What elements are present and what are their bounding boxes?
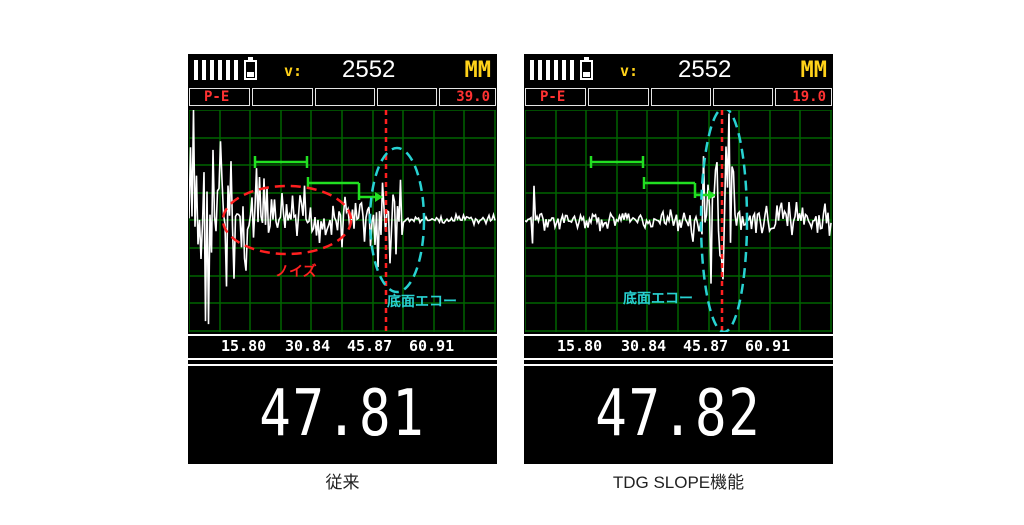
status-cell [651,88,711,106]
depth-axis: 15.80 30.84 45.87 60.91 [524,334,833,360]
battery-icon [194,57,257,80]
thickness-reading: 47.82 [524,364,833,464]
waveform-trace [525,113,832,284]
axis-tick: 15.80 [557,337,603,355]
status-header: v: 2552 MM [524,54,833,86]
echo-label: 底面エコー [623,290,693,307]
status-cell [377,88,437,106]
thickness-value: 47.82 [595,377,762,451]
unit-label: MM [464,58,492,83]
axis-tick: 60.91 [745,337,791,355]
scope-grid [525,110,832,332]
axis-tick: 60.91 [409,337,455,355]
a-scan-display: 底面エコー [525,110,832,332]
caption-tdg-slope: TDG SLOPE機能 [612,473,745,492]
a-scan-display: ノイズ 底面エコー [189,110,496,332]
status-cell [588,88,649,106]
echo-label: 底面エコー [387,293,457,310]
gate-markers [253,156,383,202]
mode-row: P-E 39.0 [188,87,497,108]
velocity-label: v: [620,62,639,80]
mode-label: P-E [189,88,250,106]
axis-tick: 30.84 [621,337,667,355]
axis-tick: 15.80 [221,337,267,355]
waveform-trace [189,110,496,325]
status-cell [252,88,313,106]
noise-label: ノイズ [275,263,317,280]
depth-axis: 15.80 30.84 45.87 60.91 [188,334,497,360]
thickness-value: 47.81 [259,377,426,451]
caption-conventional: 従来 [325,473,360,492]
status-cell [315,88,375,106]
waveform [189,110,496,325]
noise-highlight-ellipse [221,184,353,256]
gauge-panel-conventional: v: 2552 MM P-E 39.0 [188,54,497,464]
mode-row: P-E 19.0 [524,87,833,108]
mode-label: P-E [525,88,586,106]
velocity-value: 2552 [678,56,732,83]
battery-icon [530,57,593,80]
unit-label: MM [800,58,828,83]
status-cell [713,88,773,106]
waveform [525,113,832,284]
echo-highlight-ellipse [699,110,749,332]
echo-highlight-ellipse [368,146,426,294]
velocity-label: v: [284,62,303,80]
axis-tick: 45.87 [347,337,393,355]
gate-value: 39.0 [439,88,496,106]
velocity-value: 2552 [342,56,396,83]
status-header: v: 2552 MM [188,54,497,86]
gate-value: 19.0 [775,88,832,106]
axis-tick: 30.84 [285,337,331,355]
axis-tick: 45.87 [683,337,729,355]
thickness-reading: 47.81 [188,364,497,464]
gauge-panel-tdg-slope: v: 2552 MM P-E 19.0 底面エコー [524,54,833,464]
